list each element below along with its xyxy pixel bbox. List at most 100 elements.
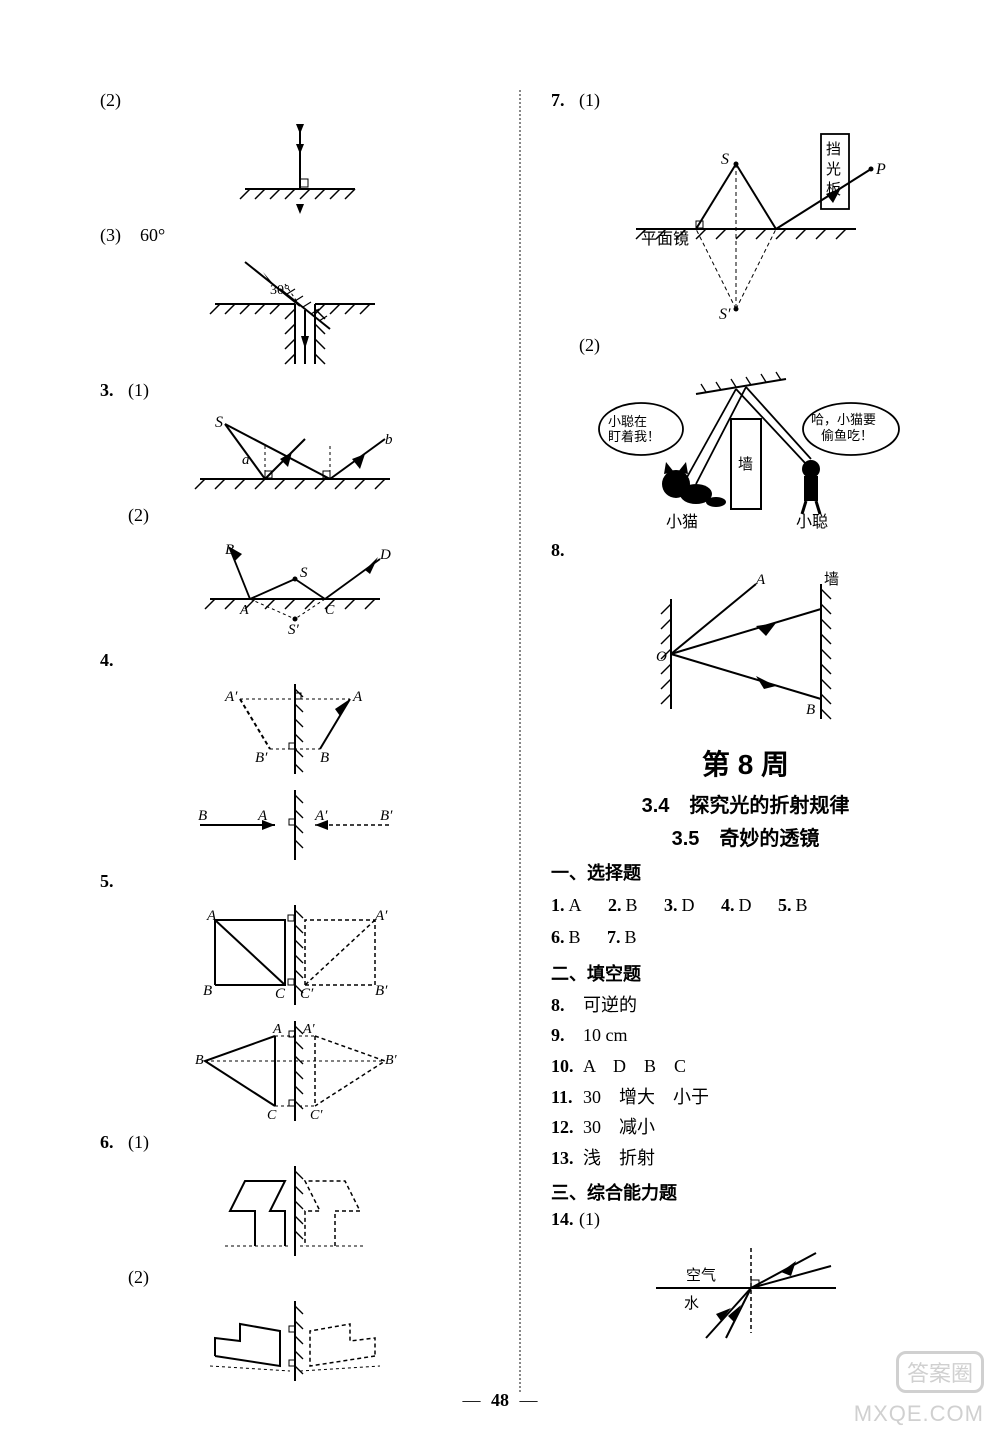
label-7-2: (2): [579, 335, 619, 356]
diagram-14-1: 空气 水: [551, 1238, 940, 1348]
label-14: 14.: [551, 1209, 579, 1230]
page-number: 48: [491, 1390, 509, 1410]
f8: 8.可逆的: [551, 990, 940, 1021]
diagram-4-2: B A A′ B′: [100, 785, 489, 865]
label-8: 8.: [551, 540, 579, 561]
label-3: 3.: [100, 380, 128, 401]
comp-head: 三、综合能力题: [551, 1179, 940, 1205]
svg-text:D: D: [379, 547, 391, 563]
q14: 14. (1): [551, 1209, 940, 1230]
diagram-5-1: A B C A′ B′ C′: [100, 900, 489, 1010]
svg-text:A: A: [352, 689, 363, 705]
q4: 4.: [100, 650, 489, 671]
svg-text:C′: C′: [300, 986, 314, 1002]
svg-text:C: C: [267, 1108, 277, 1123]
label-5: 5.: [100, 871, 128, 892]
svg-text:小猫: 小猫: [666, 513, 698, 531]
svg-text:S: S: [721, 151, 729, 168]
svg-text:小聪: 小聪: [796, 513, 828, 531]
diagram-7-2: 墙 小聪在 盯着我！ 哈，小猫要 偷鱼吃！ 小猫: [551, 364, 940, 534]
section-3-5: 3.5 奇妙的透镜: [551, 822, 940, 851]
svg-text:S: S: [300, 565, 308, 581]
column-divider: [519, 90, 521, 1392]
svg-text:B′: B′: [380, 808, 393, 824]
svg-text:B′: B′: [255, 750, 268, 766]
diagram-6-2: [100, 1296, 489, 1386]
mc-head: 一、选择题: [551, 859, 940, 885]
svg-text:A′: A′: [374, 908, 388, 924]
svg-text:盯着我！: 盯着我！: [608, 429, 660, 444]
q3-2: (2): [100, 505, 489, 526]
f9: 9.10 cm: [551, 1020, 940, 1051]
week-title: 第 8 周: [551, 743, 940, 783]
svg-text:A′: A′: [224, 689, 238, 705]
svg-text:偷鱼吃！: 偷鱼吃！: [821, 428, 873, 443]
svg-text:B′: B′: [375, 983, 388, 999]
mirror-label: 平面镜: [641, 229, 689, 248]
diagram-2-2: [100, 119, 489, 219]
q2-2: (2): [100, 90, 489, 111]
svg-text:S′: S′: [719, 306, 731, 323]
diagram-8: 墙 A O B: [551, 569, 940, 729]
svg-text:A′: A′: [302, 1022, 316, 1037]
q5: 5.: [100, 871, 489, 892]
diagram-7-1: 平面镜 挡 光 板 S P S′: [551, 119, 940, 329]
svg-text:B: B: [806, 702, 815, 718]
svg-text:C: C: [325, 603, 335, 618]
svg-text:B′: B′: [385, 1053, 398, 1068]
diagram-3-1: S a b: [100, 409, 489, 499]
label-7-1: (1): [579, 90, 619, 111]
svg-text:S: S: [215, 414, 223, 431]
label-2-3: (3): [100, 225, 140, 246]
angle-label: 30°: [270, 283, 290, 298]
diagram-6-1: [100, 1161, 489, 1261]
svg-text:A: A: [755, 572, 766, 588]
svg-text:S′: S′: [288, 622, 300, 638]
svg-text:B: B: [198, 808, 207, 824]
page-footer: — 48 —: [0, 1390, 1000, 1411]
svg-text:空气: 空气: [686, 1267, 716, 1284]
fill-head: 二、填空题: [551, 960, 940, 986]
page: (2) (3) 60°: [0, 0, 1000, 1452]
label-4: 4.: [100, 650, 128, 671]
q7-2: (2): [551, 335, 940, 356]
diagram-4-1: A B A′ B′: [100, 679, 489, 779]
svg-text:A: A: [206, 908, 217, 924]
f11: 11.30 增大 小于: [551, 1082, 940, 1113]
label-6-2: (2): [128, 1267, 168, 1288]
svg-text:墙: 墙: [824, 571, 839, 588]
label-6-1: (1): [128, 1132, 168, 1153]
svg-text:A: A: [272, 1022, 282, 1037]
q3: 3. (1): [100, 380, 489, 401]
svg-text:B: B: [320, 750, 329, 766]
svg-text:光: 光: [826, 161, 841, 178]
left-column: (2) (3) 60°: [100, 90, 489, 1392]
svg-text:P: P: [875, 161, 886, 178]
svg-text:哈，小猫要: 哈，小猫要: [811, 412, 876, 427]
svg-text:B: B: [195, 1053, 204, 1068]
f10: 10.A D B C: [551, 1051, 940, 1082]
svg-text:C: C: [275, 986, 286, 1002]
svg-text:A: A: [257, 808, 268, 824]
watermark: MXQE.COM: [854, 1401, 984, 1427]
diagram-2-3: 30°: [100, 254, 489, 374]
label-2-2: (2): [100, 90, 140, 111]
svg-text:b: b: [385, 432, 393, 448]
stamp: 答案圈: [896, 1351, 984, 1393]
q6-2: (2): [100, 1267, 489, 1288]
svg-text:A: A: [239, 603, 249, 618]
q6: 6. (1): [100, 1132, 489, 1153]
right-column: 7. (1) 平面镜 挡 光 板 S: [551, 90, 940, 1392]
svg-text:水: 水: [684, 1295, 699, 1312]
svg-text:小聪在: 小聪在: [608, 414, 647, 429]
person-icon: [802, 460, 820, 514]
diagram-3-2: S S′ B D A C: [100, 534, 489, 644]
svg-text:O: O: [656, 649, 667, 665]
svg-text:挡: 挡: [826, 141, 841, 158]
svg-text:B: B: [203, 983, 212, 999]
svg-text:A′: A′: [314, 808, 328, 824]
svg-text:墙: 墙: [738, 456, 753, 473]
section-3-4: 3.4 探究光的折射规律: [551, 789, 940, 818]
svg-text:C′: C′: [310, 1108, 323, 1123]
q2-3: (3) 60°: [100, 225, 489, 246]
